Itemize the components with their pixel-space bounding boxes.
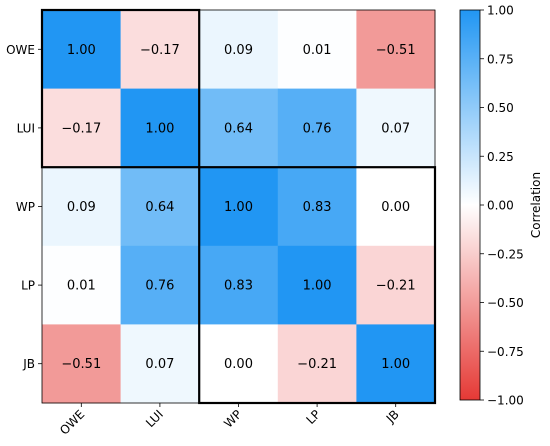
col-tick-label: WP xyxy=(221,407,244,430)
cell-value-label: 0.09 xyxy=(67,200,96,215)
heatmap-cells: 1.00 −0.17 0.09 0.01 −0.51 −0.17 1.00 0.64 0.76 0… xyxy=(42,10,436,404)
cell-value-label: 0.09 xyxy=(224,43,253,58)
cell-value-label: 1.00 xyxy=(303,279,332,294)
cell-value-label: 0.07 xyxy=(381,121,410,136)
col-tick-label: LUI xyxy=(143,407,166,430)
cell-value-label: −0.51 xyxy=(61,357,101,372)
cell-value-label: 0.00 xyxy=(381,200,410,215)
colorbar-tick-label: −0.25 xyxy=(487,247,524,261)
cell-value-label: −0.17 xyxy=(61,121,101,136)
cell-value-label: 1.00 xyxy=(381,357,410,372)
row-tick-label: OWE xyxy=(6,43,35,57)
cell-value-label: 0.76 xyxy=(145,279,174,294)
row-tick-label: WP xyxy=(16,200,35,214)
colorbar-ticks: 1.00 0.75 0.50 0.25 0.00 −0.25 −0.50 −0.75 −1.00 xyxy=(480,4,524,408)
col-tick-labels: OWE LUI WP LP JB xyxy=(57,403,402,438)
row-tick-label: LP xyxy=(21,279,35,293)
cell-value-label: 0.76 xyxy=(303,121,332,136)
cell-value-label: 0.00 xyxy=(224,357,253,372)
cell-value-label: 0.01 xyxy=(303,43,332,58)
cell-value-label: 1.00 xyxy=(224,200,253,215)
cell-value-label: −0.21 xyxy=(376,279,416,294)
col-tick-label: OWE xyxy=(57,407,87,437)
colorbar-tick-label: −1.00 xyxy=(487,394,524,408)
colorbar-tick-label: −0.50 xyxy=(487,296,524,310)
colorbar-label: Correlation xyxy=(529,172,543,238)
cell-value-label: −0.51 xyxy=(376,43,416,58)
colorbar-tick-label: 0.50 xyxy=(487,101,514,115)
col-tick-label: LP xyxy=(303,407,323,427)
cell-value-label: 0.07 xyxy=(145,357,174,372)
cell-value-label: 1.00 xyxy=(145,121,174,136)
row-tick-labels: OWE LUI WP LP JB xyxy=(6,43,42,371)
colorbar-tick-label: 0.75 xyxy=(487,52,514,66)
cell-value-label: 0.64 xyxy=(145,200,174,215)
colorbar: 1.00 0.75 0.50 0.25 0.00 −0.25 −0.50 −0.75 −1.00… xyxy=(460,4,543,408)
cell-value-label: 0.01 xyxy=(67,279,96,294)
colorbar-tick-label: 0.00 xyxy=(487,199,514,213)
cell-value-label: −0.17 xyxy=(140,43,180,58)
cell-value-label: 0.83 xyxy=(303,200,332,215)
colorbar-tick-label: −0.75 xyxy=(487,345,524,359)
row-tick-label: LUI xyxy=(17,121,35,135)
row-tick-label: JB xyxy=(22,357,35,371)
colorbar-gradient xyxy=(460,10,480,400)
colorbar-tick-label: 1.00 xyxy=(487,4,514,18)
colorbar-tick-label: 0.25 xyxy=(487,150,514,164)
col-tick-label: JB xyxy=(383,407,402,426)
cell-value-label: 0.83 xyxy=(224,279,253,294)
cell-value-label: 1.00 xyxy=(67,43,96,58)
cell-value-label: 0.64 xyxy=(224,121,253,136)
cell-value-label: −0.21 xyxy=(297,357,337,372)
